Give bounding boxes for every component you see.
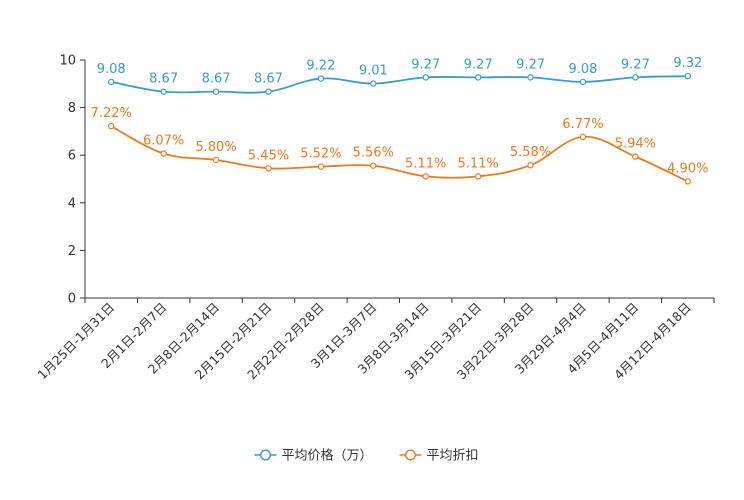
- data-point[interactable]: [317, 75, 325, 82]
- data-point[interactable]: [684, 178, 691, 185]
- data-label: 8.67: [202, 72, 231, 87]
- data-point[interactable]: [160, 88, 167, 95]
- data-point[interactable]: [422, 173, 429, 180]
- data-label: 5.45%: [248, 148, 289, 163]
- series-line-avg-discount: [110, 125, 689, 183]
- data-label: 9.32: [673, 56, 702, 71]
- data-point[interactable]: [527, 161, 534, 169]
- data-label: 7.22%: [91, 106, 132, 121]
- data-point[interactable]: [370, 80, 377, 87]
- data-label: 5.11%: [457, 156, 498, 171]
- data-label: 9.27: [411, 57, 440, 72]
- data-point[interactable]: [160, 150, 167, 157]
- data-label: 8.67: [149, 72, 178, 87]
- y-tick-label: 10: [59, 54, 76, 69]
- data-point[interactable]: [108, 78, 115, 86]
- data-label: 9.22: [306, 59, 335, 74]
- data-point[interactable]: [632, 74, 639, 81]
- data-point[interactable]: [108, 122, 115, 130]
- data-label: 9.27: [464, 57, 493, 72]
- data-point[interactable]: [579, 133, 587, 141]
- legend-label[interactable]: 平均折扣: [427, 449, 479, 464]
- data-point[interactable]: [265, 165, 272, 172]
- series-line-avg-price: [111, 75, 688, 94]
- data-label: 5.56%: [353, 146, 394, 161]
- legend-circle-marker[interactable]: [260, 449, 272, 461]
- data-point[interactable]: [632, 153, 639, 160]
- data-point[interactable]: [474, 173, 482, 180]
- data-point[interactable]: [212, 88, 220, 95]
- legend-label[interactable]: 平均价格（万）: [282, 448, 373, 464]
- data-label: 9.01: [359, 64, 388, 79]
- data-label: 5.58%: [510, 145, 551, 160]
- y-tick-label: 0: [68, 292, 76, 307]
- data-point[interactable]: [579, 78, 587, 86]
- data-label: 5.94%: [615, 137, 656, 152]
- data-label: 9.27: [621, 57, 650, 72]
- data-label: 9.27: [516, 57, 545, 72]
- x-category-label: 1月25日-1月31日: [34, 300, 117, 383]
- data-label: 9.08: [97, 62, 126, 77]
- data-point[interactable]: [370, 162, 377, 169]
- legend-circle-marker[interactable]: [405, 449, 417, 461]
- data-label: 5.11%: [405, 156, 446, 171]
- y-tick-label: 4: [68, 196, 76, 211]
- data-point[interactable]: [527, 74, 534, 81]
- y-tick-label: 6: [68, 149, 76, 164]
- data-point[interactable]: [212, 156, 220, 164]
- data-label: 9.08: [568, 62, 597, 77]
- data-label: 4.90%: [667, 161, 708, 176]
- data-label: 6.07%: [143, 134, 184, 149]
- data-point[interactable]: [422, 74, 429, 81]
- data-point[interactable]: [684, 72, 691, 80]
- y-tick-label: 8: [68, 101, 76, 116]
- data-point[interactable]: [317, 163, 325, 170]
- y-tick-label: 2: [68, 244, 76, 259]
- data-label: 6.77%: [562, 117, 603, 132]
- data-label: 5.80%: [195, 140, 236, 155]
- data-point[interactable]: [474, 74, 482, 81]
- data-label: 8.67: [254, 72, 283, 87]
- data-label: 5.52%: [300, 147, 341, 162]
- data-point[interactable]: [265, 88, 272, 95]
